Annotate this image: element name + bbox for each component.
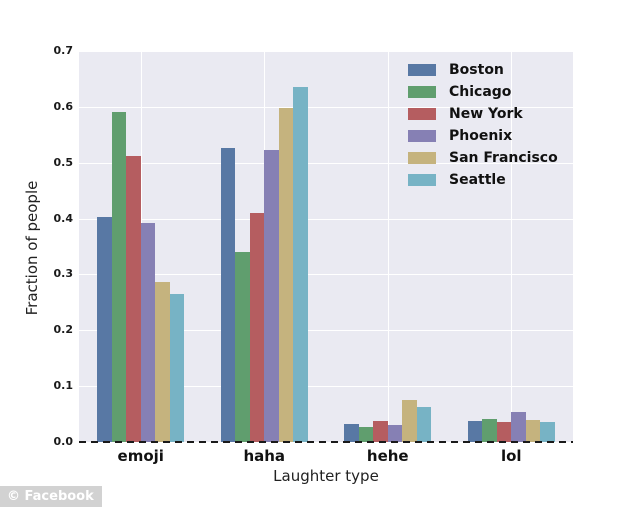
- y-tick-label: 0.5: [53, 155, 74, 169]
- bar: [169, 293, 185, 442]
- bar: [278, 107, 294, 442]
- legend-label: New York: [449, 106, 523, 122]
- bar: [387, 425, 403, 442]
- y-tick-label: 0.0: [53, 435, 74, 448]
- y-tick-label: 0.1: [53, 379, 74, 393]
- legend-item: Phoenix: [408, 125, 558, 147]
- gridline-h: [79, 330, 573, 332]
- x-tick-label: haha: [243, 447, 286, 465]
- bar: [344, 423, 359, 442]
- gridline-h: [79, 162, 573, 164]
- bar: [249, 213, 265, 442]
- plot-area: Boston Chicago New York Phoenix San Francisc…: [79, 51, 573, 443]
- legend-swatch: [408, 108, 436, 120]
- bar: [111, 112, 127, 442]
- gridline-h: [79, 274, 573, 276]
- gridline-h: [79, 386, 573, 388]
- bar: [293, 87, 308, 442]
- bar: [264, 149, 279, 442]
- legend-item: San Francisco: [408, 147, 558, 169]
- y-tick-label: 0.2: [53, 323, 74, 337]
- bar: [155, 281, 170, 442]
- facebook-credit-watermark: © Facebook: [0, 486, 102, 507]
- bar: [467, 421, 483, 442]
- legend-swatch: [408, 174, 436, 186]
- y-tick-label: 0.6: [53, 99, 74, 113]
- bar: [126, 156, 141, 442]
- legend-item: New York: [408, 103, 558, 125]
- bar: [540, 421, 555, 442]
- bar: [140, 223, 156, 442]
- legend-swatch: [408, 64, 436, 76]
- legend: Boston Chicago New York Phoenix San Francisc…: [408, 59, 558, 191]
- x-tick-label: emoji: [117, 447, 164, 465]
- x-tick-label: lol: [500, 447, 522, 465]
- y-axis-label: Fraction of people: [23, 180, 41, 316]
- legend-item: Seattle: [408, 169, 558, 191]
- legend-swatch: [408, 86, 436, 98]
- legend-item: Chicago: [408, 81, 558, 103]
- bar: [358, 427, 374, 442]
- legend-swatch: [408, 130, 436, 142]
- bar: [511, 412, 526, 442]
- gridline-h: [79, 51, 573, 52]
- bar: [416, 407, 432, 442]
- y-tick-label: 0.3: [53, 267, 74, 281]
- x-tick-label: hehe: [366, 447, 409, 465]
- legend-item: Boston: [408, 59, 558, 81]
- bar: [97, 216, 112, 442]
- legend-label: Seattle: [449, 172, 506, 188]
- bar: [496, 421, 512, 442]
- x-axis-label: Laughter type: [273, 467, 379, 485]
- zero-baseline-dashed-line: [79, 441, 573, 443]
- y-tick-label: 0.7: [53, 44, 74, 57]
- gridline-h: [79, 106, 573, 108]
- bar: [402, 400, 417, 442]
- y-tick-label: 0.4: [53, 211, 74, 225]
- legend-label: Chicago: [449, 84, 512, 100]
- legend-label: Phoenix: [449, 128, 513, 144]
- bar: [482, 418, 497, 442]
- gridline-h: [79, 218, 573, 220]
- bar: [525, 420, 541, 442]
- legend-label: San Francisco: [449, 150, 558, 166]
- legend-swatch: [408, 152, 436, 164]
- bar: [373, 420, 388, 442]
- gridline-v: [387, 51, 389, 442]
- bar: [220, 148, 236, 442]
- bar: [235, 252, 250, 442]
- gridline-v: [511, 51, 513, 442]
- legend-label: Boston: [449, 62, 504, 78]
